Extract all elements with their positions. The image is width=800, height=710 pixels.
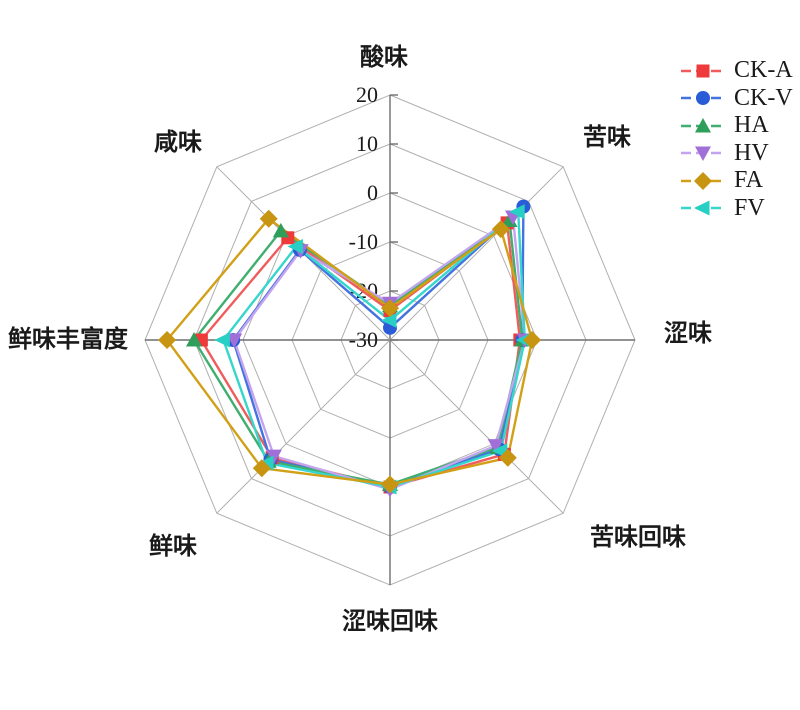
- data-point-marker: [259, 209, 278, 228]
- data-point-marker: [487, 439, 504, 454]
- data-point-marker: [272, 222, 289, 238]
- axis-label-7: 咸味: [154, 129, 202, 156]
- data-point-marker: [491, 220, 510, 239]
- series-markers-ck-a: [194, 216, 527, 494]
- axis-label-2: 涩味: [664, 320, 712, 347]
- data-point-marker: [226, 333, 243, 348]
- radial-tick-label: 0: [367, 180, 378, 205]
- legend-item-hv: HV: [680, 140, 798, 168]
- legend-marker-triangle-left-icon: [681, 200, 725, 216]
- series-markers-fa: [158, 209, 542, 494]
- legend-label: FV: [734, 194, 765, 221]
- series-line-hv: [232, 215, 526, 491]
- legend-item-fa: FA: [680, 167, 798, 195]
- data-point-marker: [186, 332, 202, 347]
- data-point-marker: [252, 459, 271, 478]
- radial-tick-label: -10: [349, 229, 378, 254]
- data-point-marker: [158, 331, 177, 349]
- data-point-marker: [509, 204, 525, 220]
- legend-marker-diamond-icon: [681, 171, 725, 190]
- axis-spoke: [216, 339, 391, 514]
- legend-label: HA: [734, 112, 769, 139]
- radial-tick-label: -30: [349, 327, 378, 352]
- axis-label-1: 苦味: [583, 124, 631, 151]
- data-point-marker: [257, 455, 274, 471]
- axis-spoke: [389, 166, 564, 341]
- series-line-ck-v: [231, 205, 525, 489]
- axis-label-4: 涩味回味: [342, 608, 438, 635]
- axis-label-5: 鲜味: [149, 532, 197, 560]
- data-point-marker: [523, 331, 542, 349]
- legend-marker-triangle-down-icon: [681, 146, 725, 162]
- data-point-marker: [265, 449, 282, 465]
- legend-item-ck-v: CK-V: [680, 85, 798, 113]
- legend-item-ha: HA: [680, 112, 798, 140]
- radial-tick-label: 10: [356, 131, 378, 156]
- legend-item-ck-a: CK-A: [680, 57, 798, 85]
- axis-label-0: 酸味: [360, 44, 408, 71]
- data-point-marker: [214, 332, 230, 348]
- series-markers: [158, 199, 542, 498]
- data-point-marker: [381, 312, 397, 328]
- radial-tick-label: 20: [356, 82, 378, 107]
- legend-label: CK-A: [734, 57, 793, 84]
- data-point-marker: [381, 299, 399, 318]
- axis-label-6: 鲜味丰富度: [8, 325, 129, 353]
- data-point-marker: [498, 448, 517, 467]
- axis-label-3: 苦味回味: [590, 524, 686, 551]
- legend: CK-A CK-V HA HV FA FV: [680, 57, 798, 222]
- legend-marker-circle-icon: [681, 91, 725, 106]
- legend-label: HV: [734, 139, 769, 166]
- axis-spoke: [389, 339, 564, 514]
- legend-label: CK-V: [734, 84, 793, 111]
- legend-marker-square-icon: [681, 64, 725, 78]
- legend-item-fv: FV: [680, 195, 798, 223]
- data-point-marker: [381, 475, 399, 494]
- data-point-marker: [287, 238, 303, 254]
- legend-marker-triangle-up-icon: [681, 117, 725, 133]
- legend-label: FA: [734, 167, 763, 194]
